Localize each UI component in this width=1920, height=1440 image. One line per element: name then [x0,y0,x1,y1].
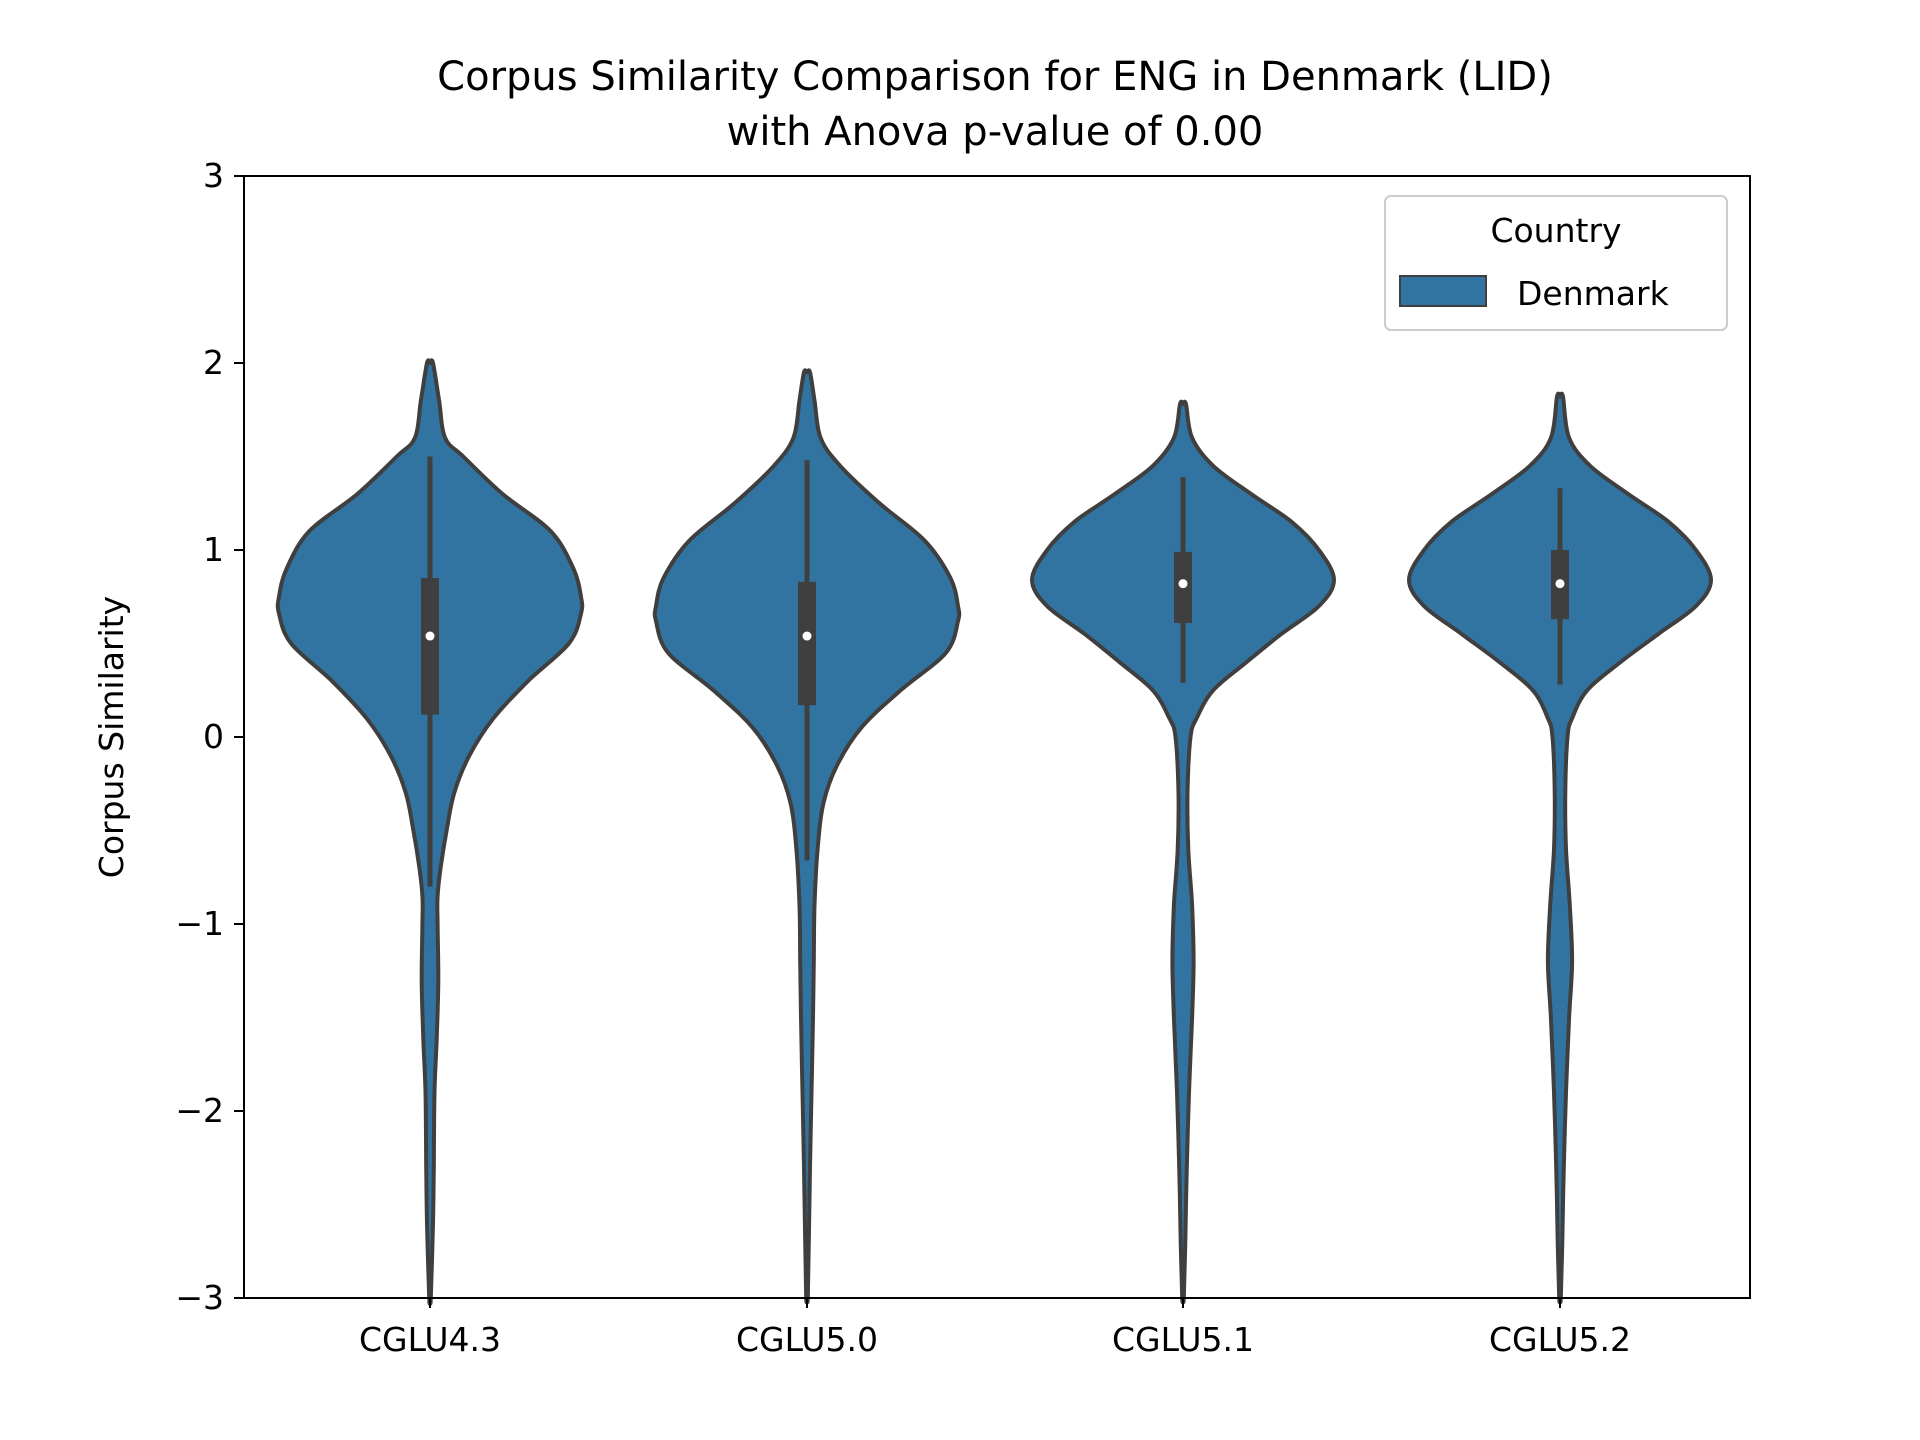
violin-median-point [425,631,435,641]
y-tick-label: 0 [203,717,224,756]
x-tick-label: CGLU5.0 [736,1320,878,1359]
x-tick-label: CGLU4.3 [359,1320,501,1359]
violin-median-point [1178,579,1188,589]
y-axis: 3 2 1 0 −1 −2 −3 [175,156,244,1317]
x-tick-label: CGLU5.2 [1489,1320,1631,1359]
legend: Country Denmark [1384,195,1728,331]
chart-title-line1: Corpus Similarity Comparison for ENG in … [437,54,1553,100]
legend-title: Country [1490,211,1621,250]
y-tick-label: −1 [175,904,224,943]
violin-iqr-box [421,578,439,715]
chart-title-line2: with Anova p-value of 0.00 [727,109,1264,155]
legend-swatch-denmark [1399,275,1487,307]
legend-entry-denmark: Denmark [1517,274,1670,313]
x-axis: CGLU4.3 CGLU5.0 CGLU5.1 CGLU5.2 [359,1298,1631,1359]
violins-layer [275,358,1713,1306]
violin-median-point [802,631,812,641]
y-tick-label: 2 [203,343,224,382]
violin-median-point [1555,579,1565,589]
y-tick-label: 1 [203,530,224,569]
y-tick-label: −3 [175,1278,224,1317]
y-tick-label: 3 [203,156,224,195]
y-tick-label: −2 [175,1091,224,1130]
y-axis-label: Corpus Similarity [92,596,131,878]
violin-iqr-box [798,581,816,706]
x-tick-label: CGLU5.1 [1112,1320,1254,1359]
